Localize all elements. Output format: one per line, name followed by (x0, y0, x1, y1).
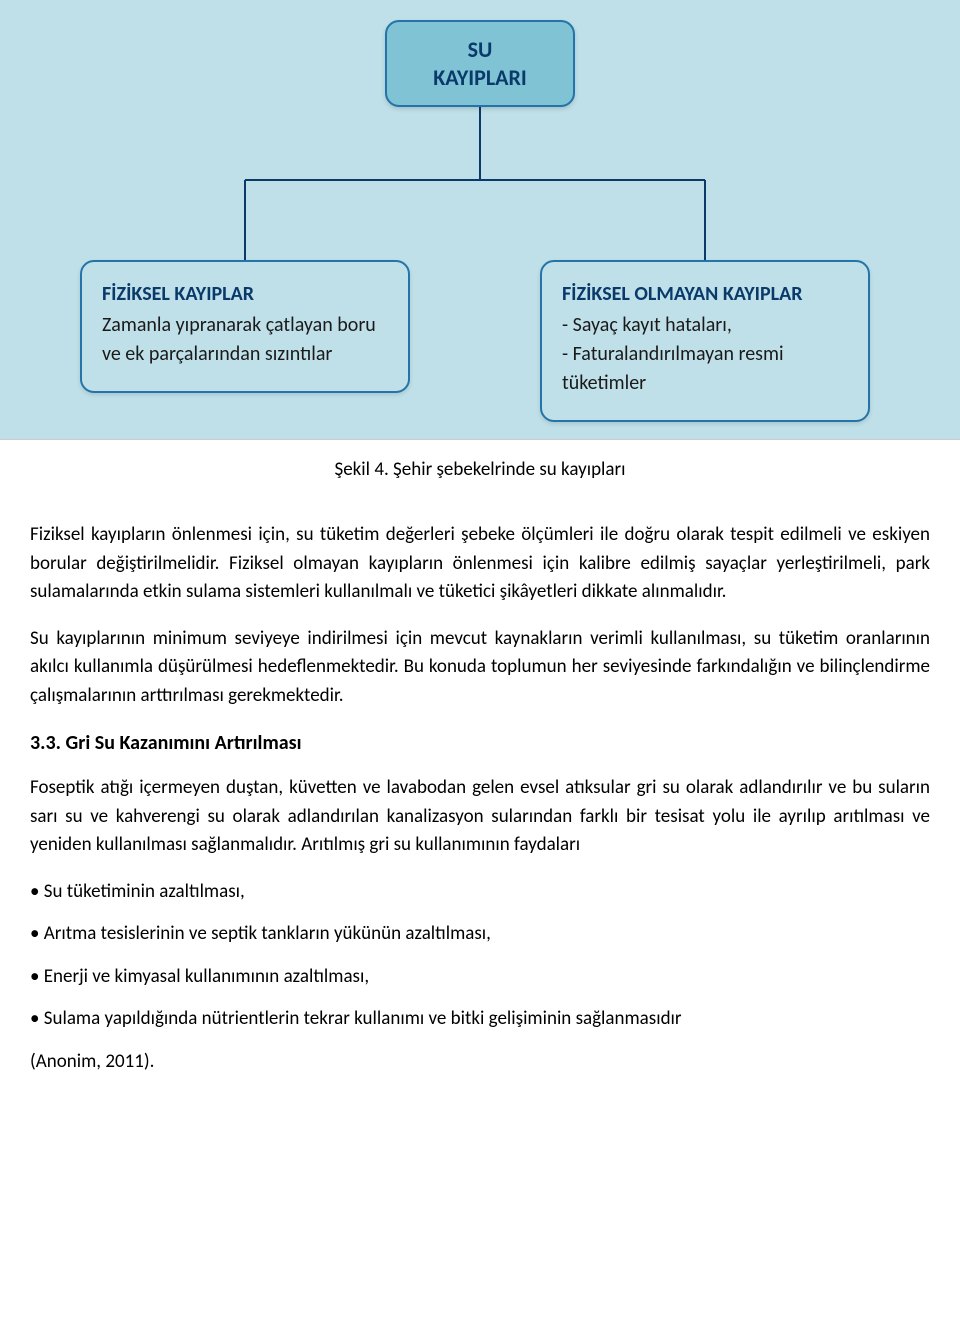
diagram-left-node: FİZİKSEL KAYIPLAR Zamanla yıpranarak çat… (80, 260, 410, 393)
reference: (Anonim, 2011). (30, 1048, 930, 1077)
bullet-1: • Su tüketiminin azaltılması, (30, 878, 930, 907)
figure-caption: Şekil 4. Şehir şebekelrinde su kayıpları (0, 458, 960, 481)
right-node-body1: - Sayaç kayıt hataları, (562, 311, 848, 340)
root-line1: SU (397, 36, 563, 64)
diagram-right-node: FİZİKSEL OLMAYAN KAYIPLAR - Sayaç kayıt … (540, 260, 870, 422)
diagram-root-node: SU KAYIPLARI (385, 20, 575, 107)
root-line2: KAYIPLARI (397, 64, 563, 92)
left-node-title: FİZİKSEL KAYIPLAR (102, 280, 388, 309)
diagram-container: SU KAYIPLARI FİZİKSEL KAYIPLAR Zamanla y… (0, 0, 960, 440)
right-node-title: FİZİKSEL OLMAYAN KAYIPLAR (562, 280, 848, 309)
paragraph-3: Foseptik atığı içermeyen duştan, küvette… (30, 774, 930, 860)
section-heading: 3.3. Gri Su Kazanımını Artırılması (30, 728, 930, 758)
left-node-body: Zamanla yıpranarak çatlayan boru ve ek p… (102, 311, 388, 369)
paragraph-2: Su kayıplarının minimum seviyeye indiril… (30, 625, 930, 711)
bullet-2: • Arıtma tesislerinin ve septik tankları… (30, 920, 930, 949)
right-node-body2: - Faturalandırılmayan resmi tüketimler (562, 340, 848, 398)
bullet-4: • Sulama yapıldığında nütrientlerin tekr… (30, 1005, 930, 1034)
document-body: Fiziksel kayıpların önlenmesi için, su t… (0, 521, 960, 1124)
paragraph-1: Fiziksel kayıpların önlenmesi için, su t… (30, 521, 930, 607)
bullet-3: • Enerji ve kimyasal kullanımının azaltı… (30, 963, 930, 992)
